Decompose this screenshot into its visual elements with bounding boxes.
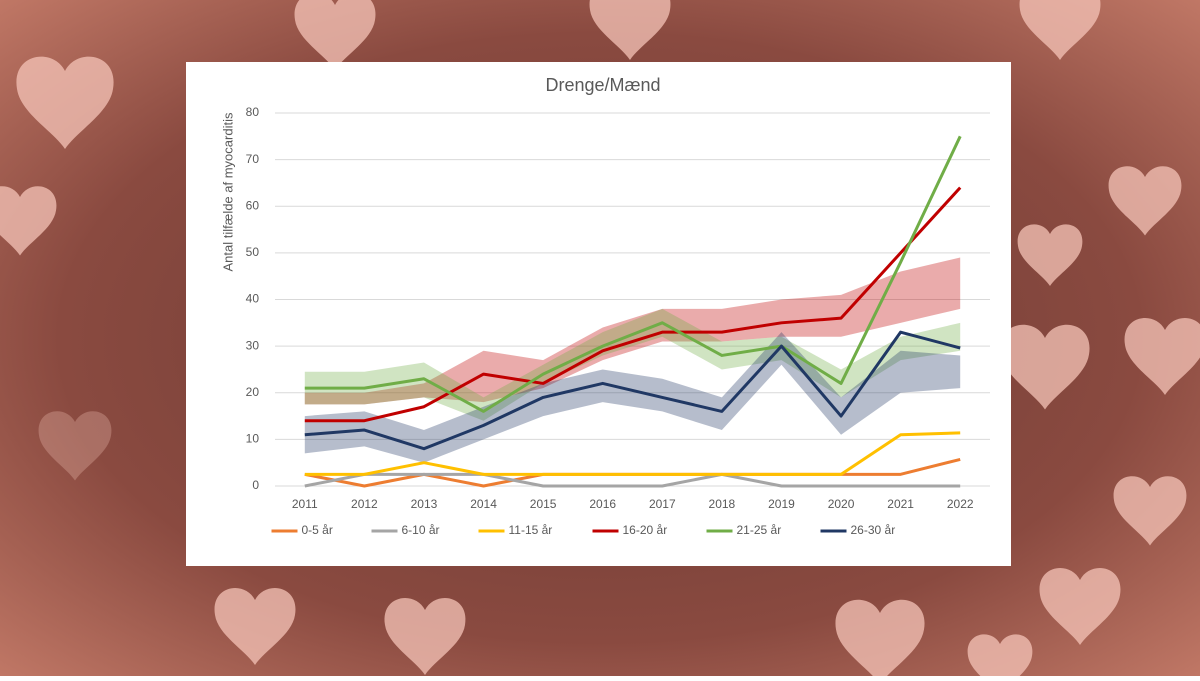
x-tick-label: 2017 [649,497,676,511]
series-line [304,330,961,451]
legend-label: 6-10 år [402,523,440,537]
confidence-band [304,257,961,405]
x-tick-label: 2012 [351,497,378,511]
x-tick-label: 2015 [530,497,557,511]
series-line [304,472,961,488]
y-tick-label: 10 [246,432,260,446]
y-tick-label: 30 [246,338,260,352]
y-tick-label: 60 [246,198,260,212]
x-tick-label: 2021 [887,497,914,511]
series-line [304,186,962,423]
x-tick-label: 2011 [292,497,318,511]
x-tick-label: 2014 [470,497,497,511]
legend-label: 0-5 år [302,523,333,537]
y-tick-label: 80 [246,105,260,119]
legend-label: 16-20 år [623,523,668,537]
x-tick-label: 2022 [947,497,974,511]
y-tick-label: 0 [252,478,259,492]
x-tick-label: 2019 [768,497,795,511]
y-tick-label: 70 [246,152,260,166]
legend-label: 21-25 år [737,523,782,537]
x-tick-label: 2016 [589,497,616,511]
x-tick-label: 2020 [828,497,855,511]
chart-title: Drenge/Mænd [545,75,660,95]
legend-label: 26-30 år [851,523,896,537]
series-line [304,135,962,413]
x-tick-label: 2013 [411,497,438,511]
y-axis-label: Antal tilfælde af myocarditis [220,112,235,271]
y-tick-label: 50 [246,245,260,259]
series-line [304,431,961,476]
x-tick-label: 2018 [709,497,736,511]
y-tick-label: 20 [246,385,260,399]
confidence-band [304,308,961,421]
legend-label: 11-15 år [509,523,553,537]
y-tick-label: 40 [246,292,260,306]
